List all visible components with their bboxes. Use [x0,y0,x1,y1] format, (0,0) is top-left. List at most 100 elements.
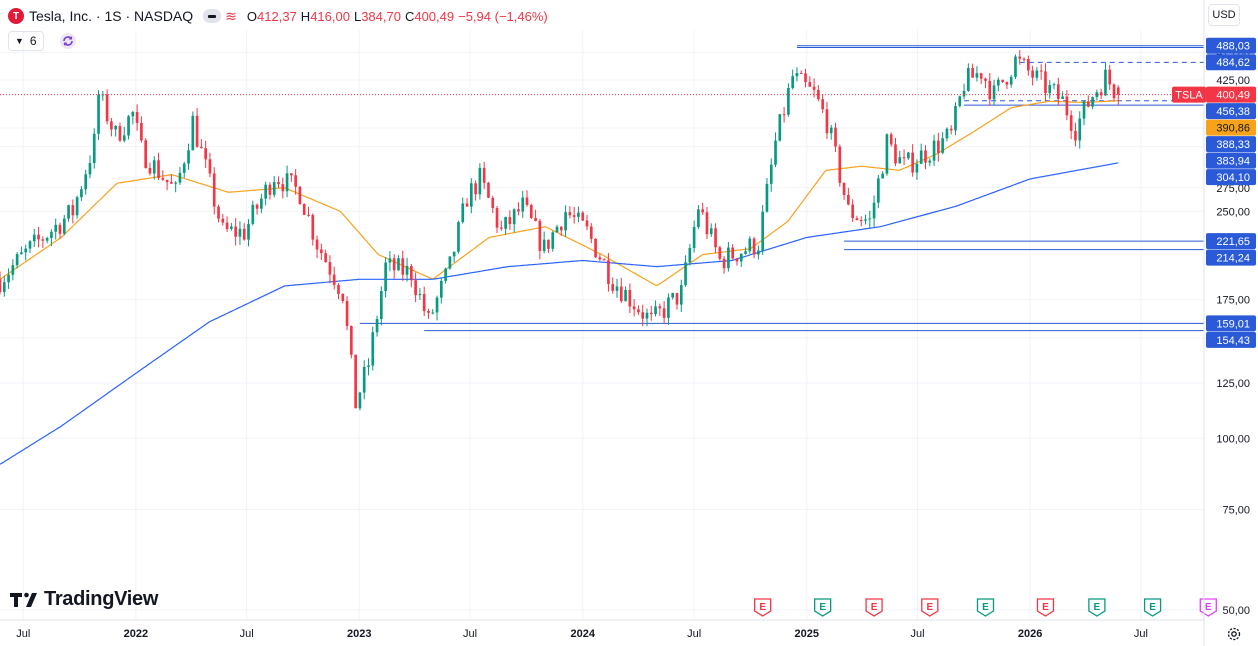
grid [0,30,1204,620]
indicator-count: 6 [29,34,37,48]
candle-body [1056,84,1060,100]
candle-body [191,115,195,151]
candle-body [332,274,336,285]
candle-body [131,111,135,117]
earnings-event-icon[interactable]: E [1143,598,1162,617]
price-label-box [1206,54,1256,71]
candle-body [889,134,893,145]
y-tick-label: 425,00 [1216,75,1250,87]
earnings-event-icon[interactable]: E [976,598,995,617]
candle-body [178,172,182,183]
current-price-label-box [1206,86,1256,103]
x-tick-label: Jul [463,628,477,640]
candle-body [375,319,379,333]
candle-body [127,116,130,136]
candle-body [872,202,876,219]
candle-body [769,164,773,184]
candle-body [517,209,520,212]
candle-body [11,265,15,275]
candle-body [542,239,546,251]
candle-body [122,135,126,141]
ohlc-close: C400,49 [404,8,455,24]
candle-body [949,128,953,131]
currency-button[interactable]: USD [1208,4,1240,26]
candle-body [469,183,473,207]
indicators-toggle[interactable]: ▼ 6 [8,31,44,51]
price-label-box [1206,169,1256,186]
candle-body [671,293,675,298]
candle-body [667,297,670,318]
candle-body [577,212,580,217]
candle-body [748,238,752,252]
candle-body [110,121,113,130]
candle-body [547,239,550,249]
candles [0,50,1120,411]
price-label-box [1206,233,1256,250]
candle-body [182,163,186,173]
candle-body [414,280,417,296]
x-tick-label: 2024 [570,628,595,640]
candle-body [482,167,486,183]
candle-body [992,85,996,100]
symbol-title[interactable]: Tesla, Inc. · 1S · NASDAQ [29,8,194,24]
candle-body [499,227,503,229]
earnings-event-label: E [926,602,933,613]
candle-body [834,127,837,147]
candle-body [778,114,782,141]
price-label-box [1206,249,1256,266]
candle-body [722,258,726,269]
candle-body [24,248,28,253]
market-status-icon[interactable] [203,9,222,23]
earnings-event-label: E [819,602,826,613]
candle-body [821,99,824,110]
candle-body [1031,70,1034,78]
gear-icon[interactable] [1226,626,1242,642]
earnings-event-icon[interactable]: E [1199,598,1217,617]
candle-body [877,178,880,203]
candle-body [285,173,289,192]
y-axis[interactable]: 475,00425,00350,00325,00275,00250,00175,… [1203,0,1250,646]
candle-body [842,182,846,195]
candle-body [1018,56,1022,59]
candle-body [804,73,807,83]
candle-body [58,224,62,234]
candle-body [0,279,2,293]
wave-icon[interactable]: ≋ [225,7,237,24]
earnings-event-icon[interactable]: E [865,598,883,617]
candle-body [838,146,842,183]
candle-body [474,183,477,195]
x-tick-label: 2025 [795,628,819,640]
candle-body [157,160,160,178]
candle-body [204,148,207,160]
candle-body [701,209,705,213]
candle-body [765,183,769,212]
earnings-event-icon[interactable]: E [1036,598,1055,617]
candle-body [28,241,32,249]
sync-icon[interactable] [58,31,78,51]
candle-body [512,209,516,225]
symbol-legend: T Tesla, Inc. · 1S · NASDAQ ≋ O412,37 H4… [8,7,548,25]
candle-body [859,219,863,221]
earnings-event-icon[interactable]: E [814,598,832,617]
candle-body [1035,70,1039,78]
earnings-event-icon[interactable]: E [1088,598,1106,617]
candle-body [345,300,349,327]
candle-body [735,258,739,262]
candle-body [799,73,803,75]
earnings-event-icon[interactable]: E [754,598,772,617]
candle-body [230,226,233,230]
earnings-event-icon[interactable]: E [921,598,939,617]
candle-body [294,175,297,187]
candle-body [847,194,850,205]
candle-body [555,226,559,233]
candle-body [658,306,662,309]
x-axis[interactable]: Jul 2022 Jul 2023 Jul 2024 Jul 2025 Jul 2026 Jul [0,619,1204,640]
candle-body [88,163,92,175]
candle-body [320,249,323,254]
price-label-box [1206,152,1256,169]
candle-body [272,182,276,195]
earnings-event-label: E [871,602,878,613]
tradingview-logo[interactable]: TradingView [10,588,158,611]
candle-body [15,254,19,266]
candle-body [585,220,589,227]
